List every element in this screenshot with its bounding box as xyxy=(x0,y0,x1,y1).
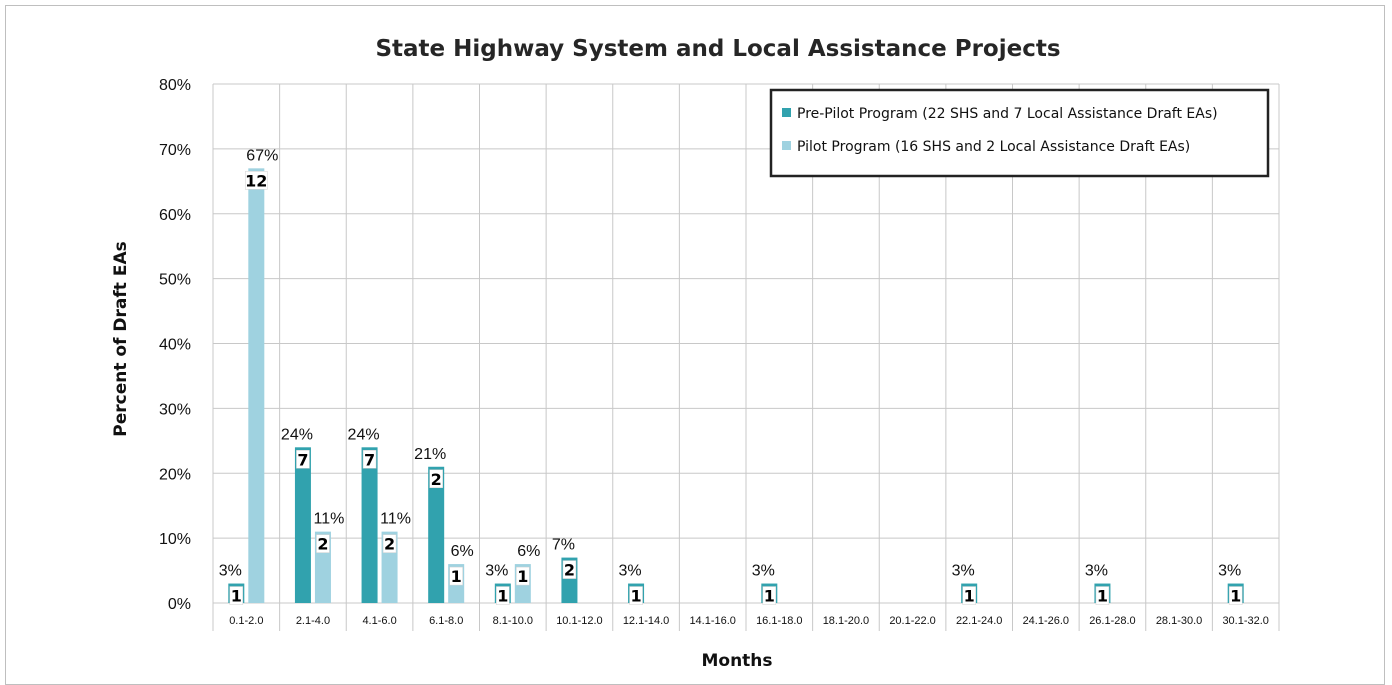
x-tick-label: 16.1-18.0 xyxy=(756,615,802,627)
count-label-box xyxy=(229,586,244,605)
y-tick-label: 50% xyxy=(159,272,191,289)
x-tick-label: 22.1-24.0 xyxy=(956,615,1002,627)
count-label: 1 xyxy=(451,567,462,586)
x-tick-label: 2.1-4.0 xyxy=(296,615,330,627)
y-tick-label: 80% xyxy=(159,77,191,94)
count-label: 2 xyxy=(431,470,442,489)
percent-label: 21% xyxy=(414,446,446,463)
y-tick-label: 10% xyxy=(159,531,191,548)
x-tick-label: 4.1-6.0 xyxy=(362,615,396,627)
count-label: 1 xyxy=(231,587,242,606)
count-label-box xyxy=(449,566,463,586)
x-tick-label: 10.1-12.0 xyxy=(556,615,602,627)
x-tick-label: 14.1-16.0 xyxy=(689,615,735,627)
gridlines xyxy=(212,83,1280,631)
percent-label: 3% xyxy=(619,563,642,580)
count-label: 1 xyxy=(964,587,975,606)
count-label-box xyxy=(296,450,310,469)
count-label-box xyxy=(245,171,268,190)
count-label: 7 xyxy=(297,450,308,469)
x-tick-label: 24.1-26.0 xyxy=(1023,615,1069,627)
legend-swatch xyxy=(782,108,791,117)
percent-label: 11% xyxy=(314,511,345,528)
x-tick-label: 6.1-8.0 xyxy=(429,615,463,627)
bar-chart: State Highway System and Local Assistanc… xyxy=(111,36,1280,671)
y-tick-label: 60% xyxy=(159,207,191,224)
percent-label: 24% xyxy=(348,426,380,443)
count-label: 1 xyxy=(1230,587,1241,606)
x-tick-label: 8.1-10.0 xyxy=(493,615,533,627)
percent-label: 6% xyxy=(517,543,540,560)
bar-pilot xyxy=(248,168,265,603)
count-label-box xyxy=(1228,586,1243,605)
x-tick-label: 26.1-28.0 xyxy=(1089,615,1135,627)
y-tick-label: 20% xyxy=(159,466,191,483)
count-label: 1 xyxy=(497,587,508,606)
count-label-box xyxy=(762,586,777,605)
percent-label: 24% xyxy=(281,426,313,443)
x-tick-label: 20.1-22.0 xyxy=(889,615,935,627)
count-label-box xyxy=(629,586,643,605)
y-axis-title: Percent of Draft EAs xyxy=(111,241,131,436)
legend-box xyxy=(769,88,1270,178)
bar-pre-pilot xyxy=(294,447,311,603)
percent-label: 11% xyxy=(380,511,411,528)
legend-label: Pilot Program (16 SHS and 2 Local Assist… xyxy=(797,139,1190,155)
percent-label: 3% xyxy=(1218,563,1241,580)
legend-label: Pre-Pilot Program (22 SHS and 7 Local As… xyxy=(797,106,1218,122)
count-label: 1 xyxy=(630,587,641,606)
percent-label: 3% xyxy=(219,563,242,580)
x-tick-label: 18.1-20.0 xyxy=(823,615,869,627)
legend-swatch xyxy=(782,141,791,150)
bar-pre-pilot xyxy=(361,447,378,603)
count-label-box xyxy=(429,469,443,489)
percent-label: 7% xyxy=(552,537,575,554)
legend: Pre-Pilot Program (22 SHS and 7 Local As… xyxy=(769,88,1270,178)
axis-ticks: 0% 10% 20% 30% 40% 50% 60% 70% 80% 0.1-2.0 2.1-4.0… xyxy=(159,77,1269,627)
x-tick-label: 12.1-14.0 xyxy=(623,615,669,627)
count-label-box xyxy=(316,534,330,553)
y-tick-label: 0% xyxy=(168,596,191,613)
data-labels: 13%724%724%221%13% 27%13%13%13%13%13%1267… xyxy=(219,147,1243,606)
count-label: 7 xyxy=(364,450,375,469)
x-tick-label: 28.1-30.0 xyxy=(1156,615,1202,627)
percent-label: 3% xyxy=(1085,563,1108,580)
count-label-box xyxy=(562,560,577,579)
x-tick-label: 30.1-32.0 xyxy=(1222,615,1268,627)
count-label-box xyxy=(962,586,976,605)
count-label: 12 xyxy=(245,171,267,190)
percent-label: 3% xyxy=(485,563,508,580)
x-axis-title: Months xyxy=(701,651,772,671)
y-tick-label: 30% xyxy=(159,401,191,418)
bar-pre-pilot xyxy=(428,466,445,603)
y-tick-label: 40% xyxy=(159,337,191,354)
count-label: 1 xyxy=(764,587,775,606)
percent-label: 3% xyxy=(752,563,775,580)
count-label-box xyxy=(362,450,377,469)
count-label-box xyxy=(1095,586,1110,605)
percent-label: 6% xyxy=(451,543,474,560)
count-label: 1 xyxy=(1097,587,1108,606)
percent-label: 3% xyxy=(952,563,975,580)
percent-label: 67% xyxy=(246,147,278,164)
count-label: 2 xyxy=(384,535,395,554)
count-label: 2 xyxy=(564,561,575,580)
chart-title: State Highway System and Local Assistanc… xyxy=(375,36,1060,62)
count-label-box xyxy=(516,566,530,586)
y-tick-label: 70% xyxy=(159,142,191,159)
count-label: 1 xyxy=(517,567,528,586)
count-label-box xyxy=(496,586,510,605)
count-label-box xyxy=(382,534,397,553)
chart-frame: State Highway System and Local Assistanc… xyxy=(5,5,1385,685)
x-tick-label: 0.1-2.0 xyxy=(229,615,263,627)
count-label: 2 xyxy=(317,535,328,554)
